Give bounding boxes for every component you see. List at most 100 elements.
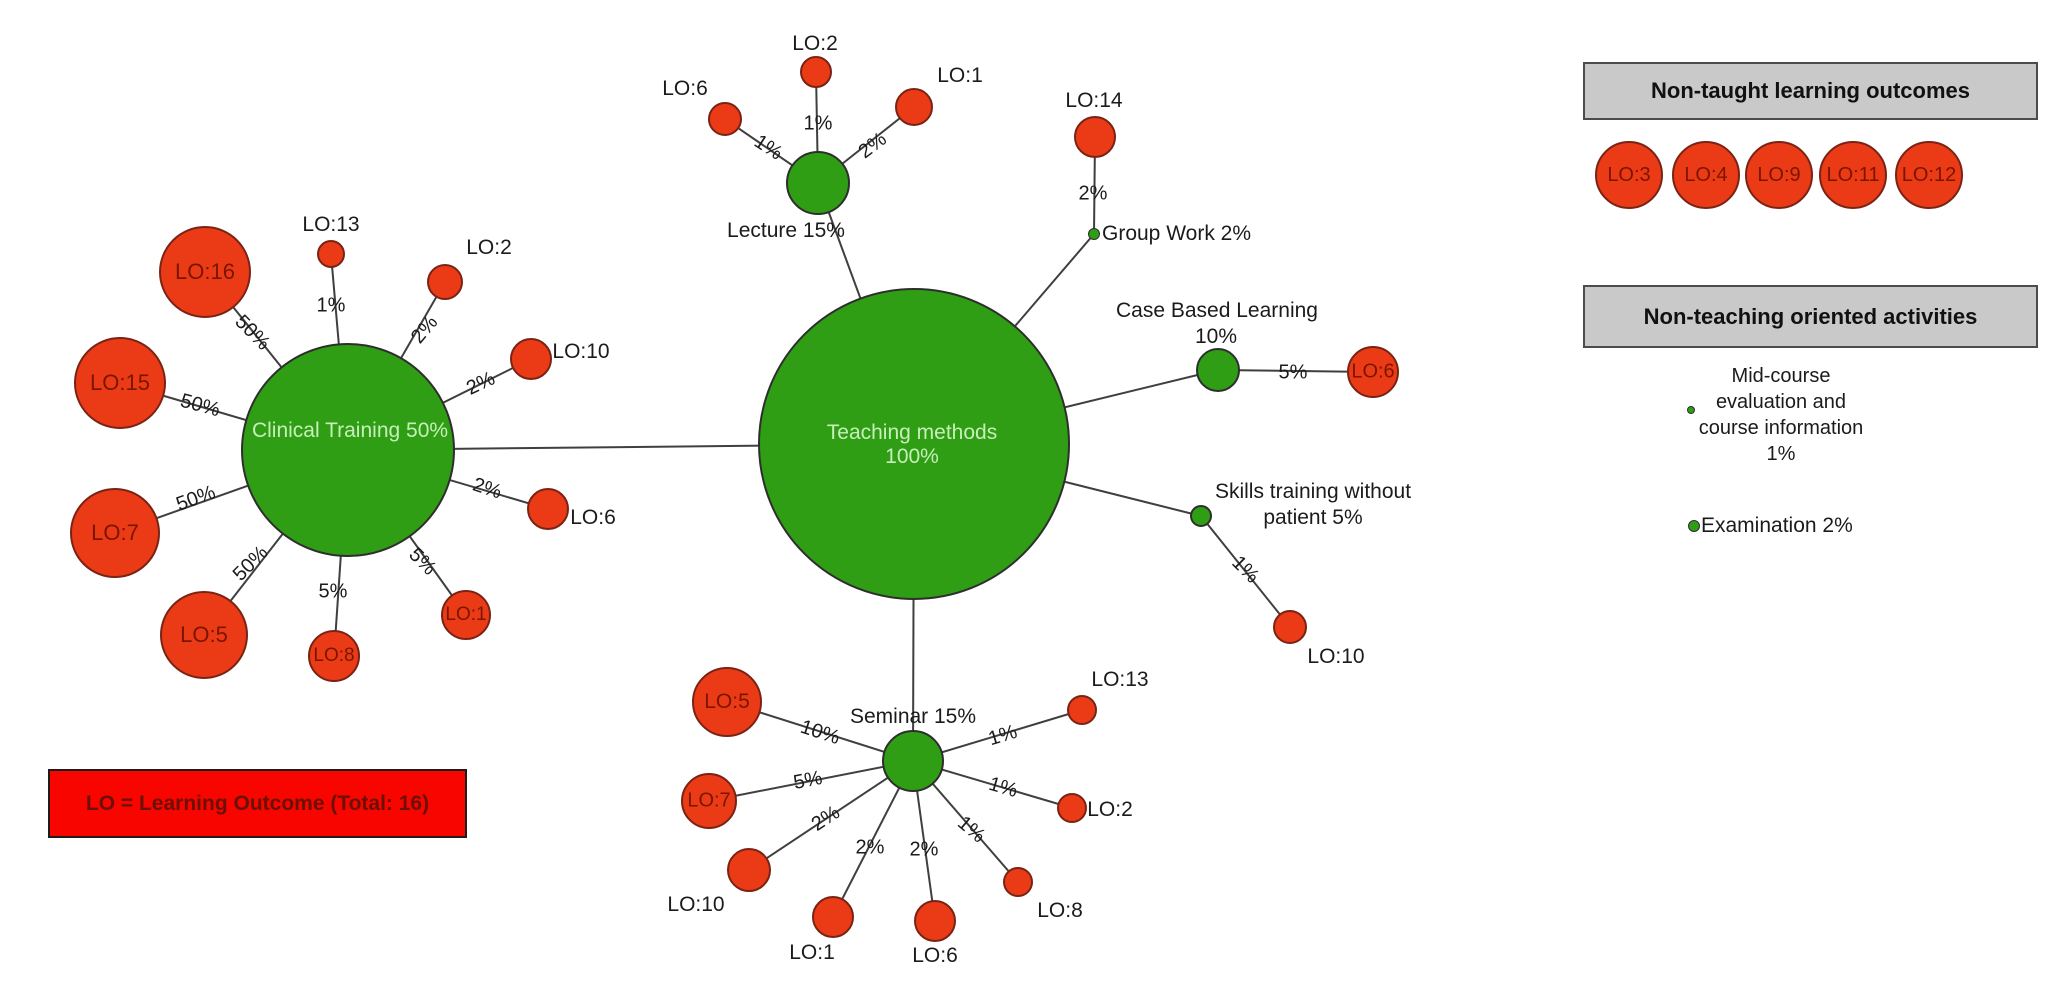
- teaching-methods-label-line1: Teaching methods: [826, 421, 998, 444]
- outcome-node-seminar-lo8: [1003, 867, 1033, 897]
- outcome-label-clinical-lo1: LO:1: [445, 604, 487, 625]
- legend-non-taught-title: Non-taught learning outcomes: [1651, 78, 1970, 103]
- outcome-node-clinical-lo2: [427, 264, 463, 300]
- edge-percent-cbl-lo6: 5%: [1278, 361, 1308, 384]
- edge-percent-clinical-lo13: 1%: [316, 294, 346, 317]
- outcome-label-seminar-lo10: LO:10: [667, 893, 725, 916]
- outcome-label-clinical-lo16: LO:16: [175, 259, 235, 284]
- edge-line: [1200, 515, 1291, 628]
- outcome-label-clinical-lo10: LO:10: [552, 340, 610, 363]
- outcome-label-seminar-lo5: LO:5: [704, 690, 750, 713]
- legend-outcome-lo4-label: LO:4: [1684, 163, 1728, 186]
- outcome-node-seminar-lo5: [692, 667, 762, 737]
- outcome-node-groupwork-lo14: [1074, 116, 1116, 158]
- outcome-node-clinical-lo1: [441, 590, 491, 640]
- examination-label: Examination 2%: [1701, 514, 1853, 537]
- mid-course-label-line2: evaluation and: [1715, 391, 1847, 413]
- method-label-cbl-1: Case Based Learning: [1116, 299, 1318, 322]
- outcome-label-lecture-lo6: LO:6: [662, 77, 708, 100]
- edge-percent-seminar-lo1: 2%: [855, 836, 885, 859]
- edge-line: [748, 760, 914, 871]
- legend-outcome-lo9-label: LO:9: [1757, 163, 1801, 186]
- outcome-node-clinical-lo13: [317, 240, 345, 268]
- key-box: LO = Learning Outcome (Total: 16): [48, 769, 467, 838]
- outcome-node-seminar-lo2: [1057, 793, 1087, 823]
- method-node-teaching-methods: [758, 288, 1070, 600]
- method-label-clinical: Clinical Training 50%: [251, 419, 449, 442]
- legend-outcome-lo3: LO:3: [1595, 141, 1663, 209]
- mid-course-label-line3: course information: [1698, 417, 1864, 439]
- outcome-label-seminar-lo7: LO:7: [687, 789, 731, 812]
- outcome-node-seminar-lo7: [681, 773, 737, 829]
- method-node-seminar: [882, 730, 944, 792]
- edge-percent-lecture-lo2: 1%: [803, 112, 833, 135]
- edge-percent-clinical-lo8: 5%: [318, 580, 348, 603]
- outcome-node-clinical-lo10: [510, 338, 552, 380]
- edge-percent-groupwork-lo14: 2%: [1078, 182, 1108, 205]
- outcome-node-lecture-lo6: [708, 102, 742, 136]
- method-node-groupwork: [1088, 228, 1100, 240]
- method-label-skills-2: patient 5%: [1263, 506, 1363, 529]
- outcome-node-clinical-lo7: [70, 488, 160, 578]
- method-label-cbl-2: 10%: [1194, 325, 1238, 348]
- outcome-node-clinical-lo6: [527, 488, 569, 530]
- outcome-node-lecture-lo1: [895, 88, 933, 126]
- mid-course-label-line1: Mid-course: [1731, 365, 1831, 387]
- outcome-label-seminar-lo2: LO:2: [1087, 798, 1133, 821]
- outcome-node-clinical-lo8: [308, 630, 360, 682]
- outcome-node-lecture-lo2: [800, 56, 832, 88]
- outcome-label-clinical-lo8: LO:8: [313, 645, 355, 666]
- method-label-seminar: Seminar 15%: [849, 705, 977, 728]
- examination-dot-icon: [1688, 520, 1700, 532]
- outcome-label-clinical-lo6: LO:6: [570, 506, 616, 529]
- outcome-label-clinical-lo13: LO:13: [302, 213, 360, 236]
- method-node-lecture: [786, 151, 850, 215]
- outcome-node-skills-lo10: [1273, 610, 1307, 644]
- legend-outcome-lo12-label: LO:12: [1901, 163, 1957, 186]
- key-box-label: LO = Learning Outcome (Total: 16): [85, 791, 430, 815]
- legend-non-taught-box: Non-taught learning outcomes: [1583, 62, 2038, 120]
- legend-outcome-lo11-label: LO:11: [1826, 163, 1880, 186]
- mid-course-dot-icon: [1687, 406, 1695, 414]
- outcome-label-clinical-lo2: LO:2: [466, 236, 512, 259]
- outcome-node-cbl-lo6: [1347, 346, 1399, 398]
- method-label-lecture: Lecture 15%: [727, 219, 845, 242]
- legend-non-teaching-title: Non-teaching oriented activities: [1643, 303, 1978, 329]
- legend-outcome-lo3-label: LO:3: [1607, 163, 1651, 186]
- outcome-node-seminar-lo10: [727, 848, 771, 892]
- outcome-node-clinical-lo15: [74, 337, 166, 429]
- method-label-skills-1: Skills training without: [1214, 480, 1412, 503]
- legend-outcome-lo4: LO:4: [1672, 141, 1740, 209]
- outcome-label-clinical-lo7: LO:7: [91, 520, 139, 545]
- outcome-node-clinical-lo5: [160, 591, 248, 679]
- mid-course-label-line4: 1%: [1766, 443, 1796, 465]
- legend-outcome-lo9: LO:9: [1745, 141, 1813, 209]
- outcome-label-clinical-lo5: LO:5: [180, 622, 228, 647]
- outcome-node-seminar-lo1: [812, 896, 854, 938]
- method-node-cbl: [1196, 348, 1240, 392]
- teaching-methods-label-line2: 100%: [885, 445, 939, 468]
- outcome-label-lecture-lo1: LO:1: [937, 64, 983, 87]
- legend-outcome-lo12: LO:12: [1895, 141, 1963, 209]
- mid-course-label: Mid-course evaluation and course informa…: [1699, 363, 1864, 467]
- legend-outcome-lo11: LO:11: [1819, 141, 1887, 209]
- outcome-label-lecture-lo2: LO:2: [792, 32, 838, 55]
- outcome-node-seminar-lo6: [914, 900, 956, 942]
- method-node-skills: [1190, 505, 1212, 527]
- edge-line: [708, 760, 914, 802]
- outcome-label-skills-lo10: LO:10: [1307, 645, 1365, 668]
- outcome-node-seminar-lo13: [1067, 695, 1097, 725]
- outcome-label-clinical-lo15: LO:15: [90, 370, 150, 395]
- outcome-label-seminar-lo13: LO:13: [1091, 668, 1149, 691]
- outcome-label-groupwork-lo14: LO:14: [1065, 89, 1123, 112]
- method-node-clinical: [241, 343, 455, 557]
- outcome-label-seminar-lo1: LO:1: [789, 941, 835, 964]
- outcome-label-seminar-lo8: LO:8: [1037, 899, 1083, 922]
- outcome-label-seminar-lo6: LO:6: [912, 944, 958, 967]
- legend-non-teaching-box: Non-teaching oriented activities: [1583, 285, 2038, 348]
- edge-percent-seminar-lo6: 2%: [909, 838, 939, 861]
- method-label-groupwork: Group Work 2%: [1102, 222, 1251, 245]
- outcome-label-cbl-lo6: LO:6: [1351, 360, 1395, 383]
- outcome-node-clinical-lo16: [159, 226, 251, 318]
